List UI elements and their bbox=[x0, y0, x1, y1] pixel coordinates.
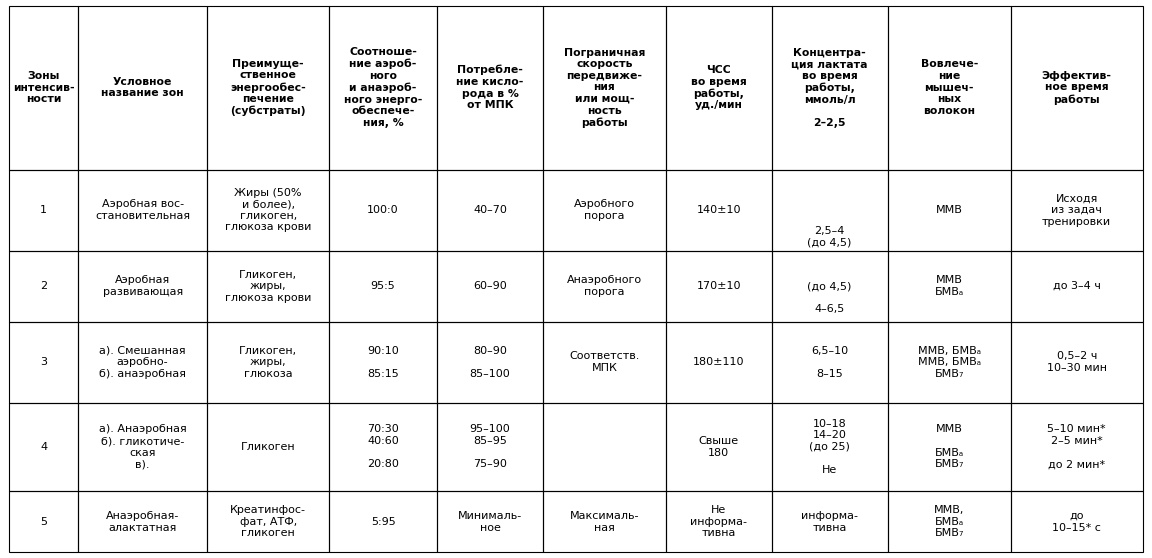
Text: Анаэробная-
алактатная: Анаэробная- алактатная bbox=[106, 511, 180, 532]
Text: 6,5–10

8–15: 6,5–10 8–15 bbox=[811, 345, 848, 379]
Text: Исходя
из задач
тренировки: Исходя из задач тренировки bbox=[1043, 194, 1112, 227]
Text: 1: 1 bbox=[40, 205, 47, 215]
Bar bbox=[888, 251, 1010, 321]
Text: 2,5–4
(до 4,5): 2,5–4 (до 4,5) bbox=[808, 203, 851, 248]
Bar bbox=[78, 321, 207, 402]
Text: до
10–15* с: до 10–15* с bbox=[1052, 511, 1101, 532]
Bar bbox=[888, 402, 1010, 491]
Bar bbox=[543, 491, 666, 552]
Text: Анаэробного
порога: Анаэробного порога bbox=[567, 275, 642, 297]
Text: Гликоген,
жиры,
глюкоза крови: Гликоген, жиры, глюкоза крови bbox=[225, 270, 311, 302]
Bar bbox=[438, 170, 543, 251]
Bar bbox=[9, 251, 78, 321]
Bar bbox=[329, 402, 438, 491]
Text: Жиры (50%
и более),
гликоген,
глюкоза крови: Жиры (50% и более), гликоген, глюкоза кр… bbox=[225, 187, 311, 233]
Bar bbox=[78, 491, 207, 552]
Bar bbox=[1010, 6, 1143, 170]
Bar bbox=[888, 321, 1010, 402]
Text: 140±10: 140±10 bbox=[697, 205, 741, 215]
Text: Зоны
интенсив-
ности: Зоны интенсив- ности bbox=[13, 71, 75, 104]
Bar bbox=[438, 321, 543, 402]
Bar bbox=[78, 6, 207, 170]
Bar bbox=[78, 170, 207, 251]
Text: Соответств.
МПК: Соответств. МПК bbox=[569, 352, 639, 373]
Text: Эффектив-
ное время
работы: Эффектив- ное время работы bbox=[1041, 71, 1112, 104]
Text: 4: 4 bbox=[40, 442, 47, 452]
Text: 5:95: 5:95 bbox=[371, 517, 395, 527]
Text: информа-
тивна: информа- тивна bbox=[801, 511, 858, 532]
Bar bbox=[543, 6, 666, 170]
Bar bbox=[543, 321, 666, 402]
Bar bbox=[207, 321, 329, 402]
Text: Аэробная
развивающая: Аэробная развивающая bbox=[103, 275, 183, 297]
Text: ММВ,
БМВₐ
БМВ₇: ММВ, БМВₐ БМВ₇ bbox=[934, 505, 964, 538]
Text: Максималь-
ная: Максималь- ная bbox=[569, 511, 639, 532]
Bar bbox=[666, 251, 772, 321]
Text: Потребле-
ние кисло-
рода в %
от МПК: Потребле- ние кисло- рода в % от МПК bbox=[456, 65, 524, 110]
Bar bbox=[666, 402, 772, 491]
Text: 80–90

85–100: 80–90 85–100 bbox=[470, 345, 510, 379]
Text: Преимуще-
ственное
энергообес-
печение
(субстраты): Преимуще- ственное энергообес- печение (… bbox=[230, 59, 306, 117]
Bar bbox=[888, 6, 1010, 170]
Text: Свыше
180: Свыше 180 bbox=[698, 436, 738, 458]
Text: до 3–4 ч: до 3–4 ч bbox=[1053, 281, 1100, 291]
Bar bbox=[329, 491, 438, 552]
Bar bbox=[438, 6, 543, 170]
Text: Условное
название зон: Условное название зон bbox=[101, 77, 184, 98]
Text: Не
информа-
тивна: Не информа- тивна bbox=[690, 505, 748, 538]
Text: 70:30
40:60

20:80: 70:30 40:60 20:80 bbox=[367, 425, 399, 469]
Text: Аэробная вос-
становительная: Аэробная вос- становительная bbox=[96, 199, 190, 221]
Bar bbox=[772, 251, 888, 321]
Bar bbox=[888, 491, 1010, 552]
Bar bbox=[438, 402, 543, 491]
Bar bbox=[78, 402, 207, 491]
Text: ММВ, БМВₐ
ММВ, БМВₐ
БМВ₇: ММВ, БМВₐ ММВ, БМВₐ БМВ₇ bbox=[918, 345, 980, 379]
Bar bbox=[666, 6, 772, 170]
Bar bbox=[329, 251, 438, 321]
Bar bbox=[1010, 251, 1143, 321]
Text: 170±10: 170±10 bbox=[697, 281, 741, 291]
Text: (до 4,5)

4–6,5: (до 4,5) 4–6,5 bbox=[808, 258, 851, 314]
Text: 40–70: 40–70 bbox=[473, 205, 507, 215]
Bar bbox=[666, 491, 772, 552]
Bar bbox=[888, 170, 1010, 251]
Bar bbox=[207, 491, 329, 552]
Text: 100:0: 100:0 bbox=[367, 205, 399, 215]
Bar bbox=[438, 251, 543, 321]
Bar bbox=[543, 402, 666, 491]
Bar bbox=[438, 491, 543, 552]
Bar bbox=[1010, 321, 1143, 402]
Text: Пограничная
скорость
передвиже-
ния
или мощ-
ность
работы: Пограничная скорость передвиже- ния или … bbox=[563, 47, 645, 128]
Text: 90:10

85:15: 90:10 85:15 bbox=[367, 345, 399, 379]
Bar bbox=[207, 402, 329, 491]
Bar bbox=[329, 321, 438, 402]
Bar bbox=[9, 491, 78, 552]
Text: 3: 3 bbox=[40, 357, 47, 367]
Text: Минималь-
ное: Минималь- ное bbox=[458, 511, 522, 532]
Text: 2: 2 bbox=[40, 281, 47, 291]
Text: а). Анаэробная
б). гликотиче-
ская
в).: а). Анаэробная б). гликотиче- ская в). bbox=[99, 425, 187, 469]
Text: 10–18
14–20
(до 25)

Не: 10–18 14–20 (до 25) Не bbox=[809, 418, 850, 475]
Text: ЧСС
во время
работы,
уд./мин: ЧСС во время работы, уд./мин bbox=[691, 65, 746, 110]
Text: ММВ
БМВₐ: ММВ БМВₐ bbox=[934, 275, 964, 297]
Text: а). Смешанная
аэробно-
б). анаэробная: а). Смешанная аэробно- б). анаэробная bbox=[99, 345, 187, 379]
Text: Соотноше-
ние аэроб-
ного
и анаэроб-
ного энерго-
обеспече-
ния, %: Соотноше- ние аэроб- ного и анаэроб- ног… bbox=[344, 47, 423, 128]
Text: Концентра-
ция лактата
во время
работы,
ммоль/л

2–2,5: Концентра- ция лактата во время работы, … bbox=[791, 47, 867, 128]
Bar bbox=[1010, 491, 1143, 552]
Bar bbox=[1010, 402, 1143, 491]
Bar bbox=[329, 6, 438, 170]
Bar bbox=[9, 170, 78, 251]
Text: Гликоген,
жиры,
глюкоза: Гликоген, жиры, глюкоза bbox=[240, 345, 297, 379]
Text: 95:5: 95:5 bbox=[371, 281, 395, 291]
Text: 180±110: 180±110 bbox=[694, 357, 744, 367]
Bar bbox=[666, 170, 772, 251]
Bar bbox=[329, 170, 438, 251]
Bar bbox=[666, 321, 772, 402]
Bar bbox=[78, 251, 207, 321]
Bar bbox=[543, 170, 666, 251]
Bar bbox=[207, 170, 329, 251]
Bar bbox=[772, 402, 888, 491]
Bar bbox=[207, 6, 329, 170]
Text: 5: 5 bbox=[40, 517, 47, 527]
Bar bbox=[9, 6, 78, 170]
